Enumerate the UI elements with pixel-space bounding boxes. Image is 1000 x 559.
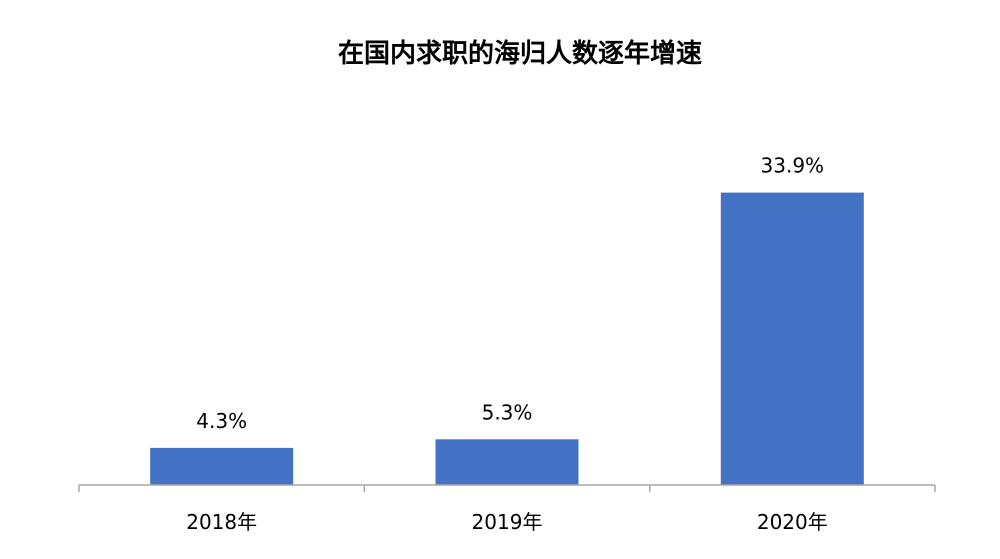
x-tick-label-2018年: 2018年 [186,510,257,534]
bars-layer [150,192,864,485]
data-label-2019年: 5.3% [482,400,533,424]
chart-title: 在国内求职的海归人数逐年增速 [338,38,702,69]
bar-2020年 [720,192,864,485]
x-tick-label-2020年: 2020年 [757,510,828,534]
data-labels-layer: 4.3% 5.3% 33.9% [196,154,824,433]
x-axis: 2018年 2019年 2020年 [78,484,936,534]
x-tick-label-2019年: 2019年 [472,510,543,534]
bar-2019年 [435,439,579,485]
bar-2018年 [150,447,294,485]
data-label-2018年: 4.3% [196,409,247,433]
data-label-2020年: 33.9% [761,154,825,178]
